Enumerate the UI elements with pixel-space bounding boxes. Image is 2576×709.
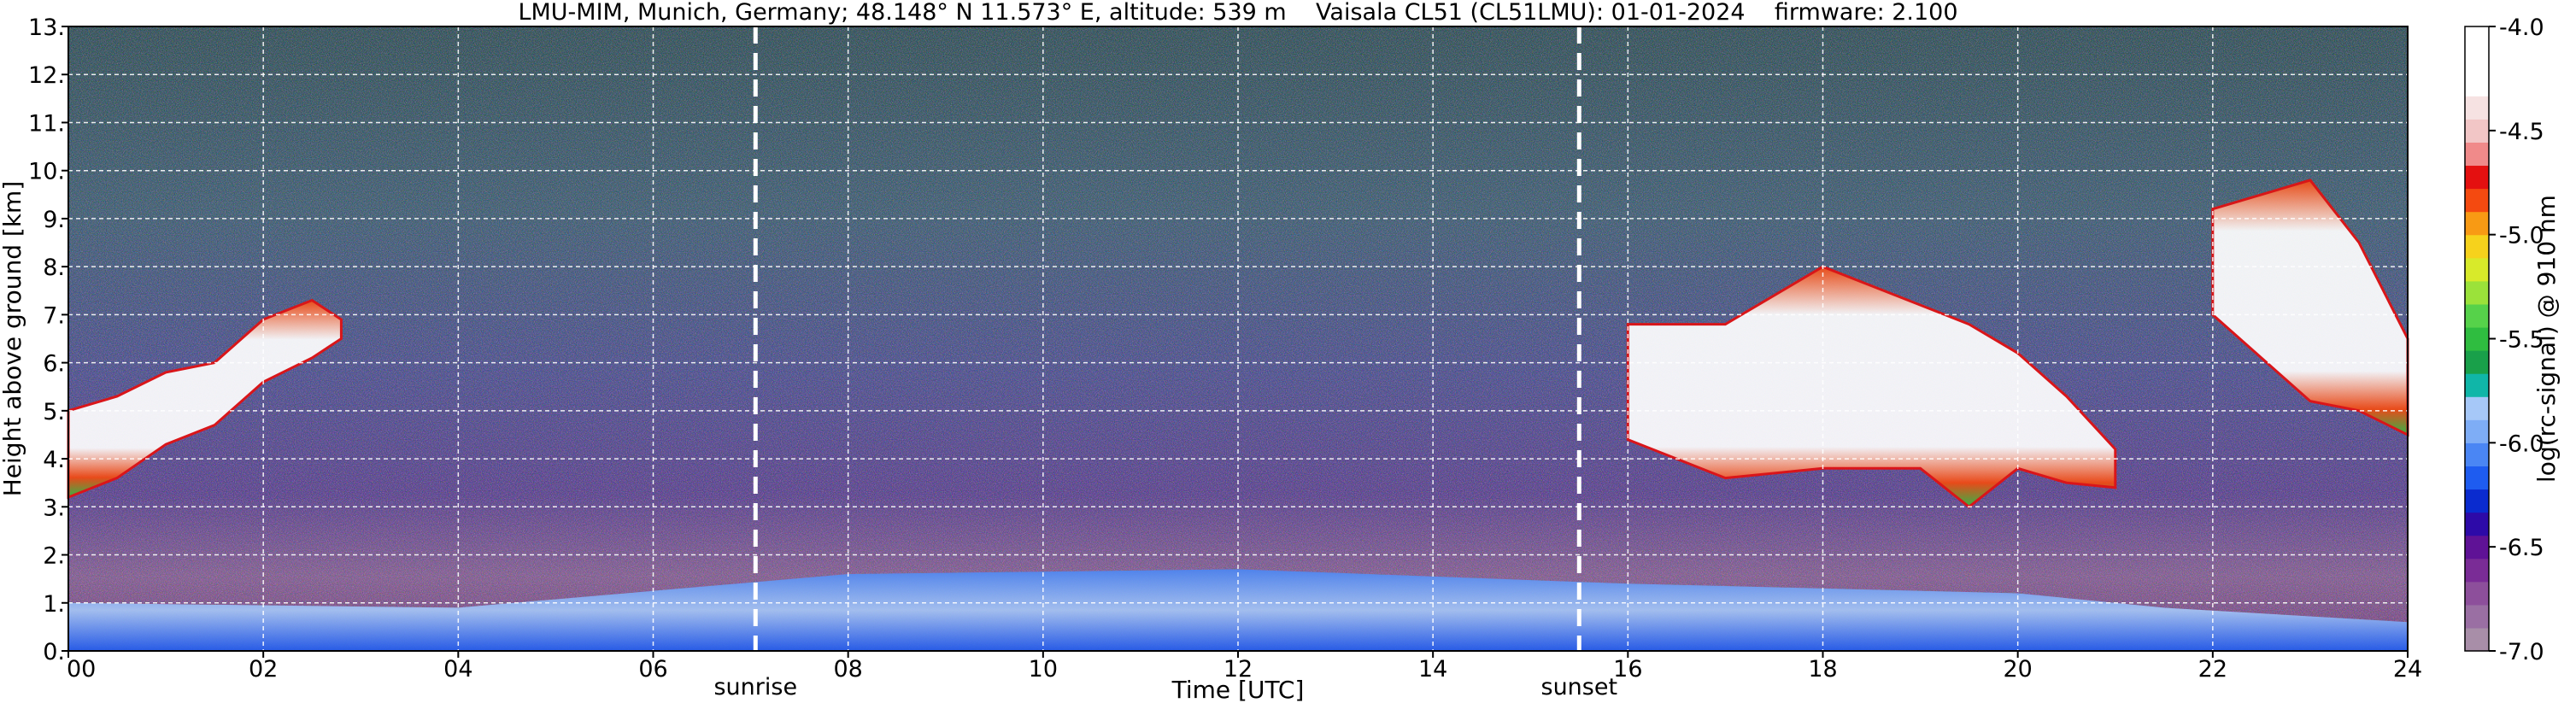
colorbar-segment-10 xyxy=(2465,396,2489,420)
y-tick-label-2: 2. xyxy=(43,543,65,570)
y-tick-label-8: 8. xyxy=(43,255,65,281)
x-tick-label-0: 00 xyxy=(67,656,96,683)
x-tick-label-6: 12 xyxy=(1223,656,1253,683)
colorbar-segment-19 xyxy=(2465,188,2489,213)
colorbar-segment-22 xyxy=(2465,119,2489,143)
x-tick-label-11: 22 xyxy=(2198,656,2227,683)
x-tick-label-4: 08 xyxy=(833,656,862,683)
y-tick-label-11: 11. xyxy=(28,110,65,137)
y-tick-label-6: 6. xyxy=(43,351,65,378)
y-tick-label-13: 13. xyxy=(28,15,65,41)
colorbar-tick-label-3: -5.5 xyxy=(2499,327,2544,354)
x-tick-label-3: 06 xyxy=(638,656,667,683)
colorbar-segment-15 xyxy=(2465,280,2489,305)
colorbar-segment-25 xyxy=(2465,50,2489,73)
cloud-layer-1 xyxy=(1626,265,2117,509)
y-tick-label-5: 5. xyxy=(43,399,65,425)
colorbar-segment-21 xyxy=(2465,142,2489,167)
x-axis-label: Time [UTC] xyxy=(1171,676,1305,704)
colorbar-segment-24 xyxy=(2465,73,2489,97)
colorbar-segment-11 xyxy=(2465,373,2489,397)
x-tick-label-7: 14 xyxy=(1418,656,1447,683)
colorbar-segment-1 xyxy=(2465,604,2489,629)
x-tick-label-12: 24 xyxy=(2393,656,2422,683)
colorbar-tick-label-4: -5.0 xyxy=(2499,223,2544,249)
y-axis-label: Height above ground [km] xyxy=(0,181,26,497)
y-tick-label-4: 4. xyxy=(43,447,65,473)
colorbar-segment-14 xyxy=(2465,303,2489,328)
colorbar-segment-26 xyxy=(2465,26,2489,50)
colorbar-segment-16 xyxy=(2465,257,2489,282)
sunrise-label: sunrise xyxy=(713,674,797,700)
colorbar-segment-12 xyxy=(2465,350,2489,374)
colorbar-tick-label-6: -4.0 xyxy=(2499,15,2544,41)
y-tick-label-12: 12. xyxy=(28,62,65,89)
colorbar-segment-9 xyxy=(2465,419,2489,443)
colorbar-segment-5 xyxy=(2465,512,2489,536)
colorbar-segment-23 xyxy=(2465,96,2489,120)
cloud-layer-0 xyxy=(67,298,343,500)
x-tick-label-5: 10 xyxy=(1029,656,1058,683)
y-tick-label-9: 9. xyxy=(43,207,65,233)
x-tick-label-10: 20 xyxy=(2003,656,2032,683)
colorbar-tick-label-2: -6.0 xyxy=(2499,431,2544,457)
y-tick-label-0: 0. xyxy=(43,639,65,665)
chart-title: LMU-MIM, Munich, Germany; 48.148° N 11.5… xyxy=(518,0,1957,26)
colorbar-segment-13 xyxy=(2465,326,2489,351)
x-tick-label-8: 16 xyxy=(1613,656,1642,683)
x-tick-label-1: 02 xyxy=(249,656,278,683)
colorbar-segment-6 xyxy=(2465,489,2489,513)
x-tick-label-2: 04 xyxy=(443,656,472,683)
colorbar-segment-7 xyxy=(2465,466,2489,490)
x-tick-label-9: 18 xyxy=(1808,656,1837,683)
colorbar-segment-3 xyxy=(2465,558,2489,583)
colorbar-segment-17 xyxy=(2465,234,2489,259)
colorbar-segment-4 xyxy=(2465,535,2489,560)
colorbar-segment-20 xyxy=(2465,165,2489,190)
y-tick-label-3: 3. xyxy=(43,495,65,521)
colorbar-segment-0 xyxy=(2465,627,2489,652)
colorbar-label: log(rc-signal) @ 910 nm xyxy=(2532,195,2561,483)
colorbar-tick-label-0: -7.0 xyxy=(2499,639,2544,665)
colorbar-tick-label-5: -4.5 xyxy=(2499,119,2544,145)
y-tick-label-10: 10. xyxy=(28,159,65,185)
y-tick-label-7: 7. xyxy=(43,302,65,329)
colorbar-segment-18 xyxy=(2465,211,2489,236)
colorbar-segment-8 xyxy=(2465,442,2489,467)
colorbar-segment-2 xyxy=(2465,581,2489,606)
sunset-label: sunset xyxy=(1541,674,1618,700)
y-tick-label-1: 1. xyxy=(43,591,65,618)
colorbar-tick-label-1: -6.5 xyxy=(2499,535,2544,561)
